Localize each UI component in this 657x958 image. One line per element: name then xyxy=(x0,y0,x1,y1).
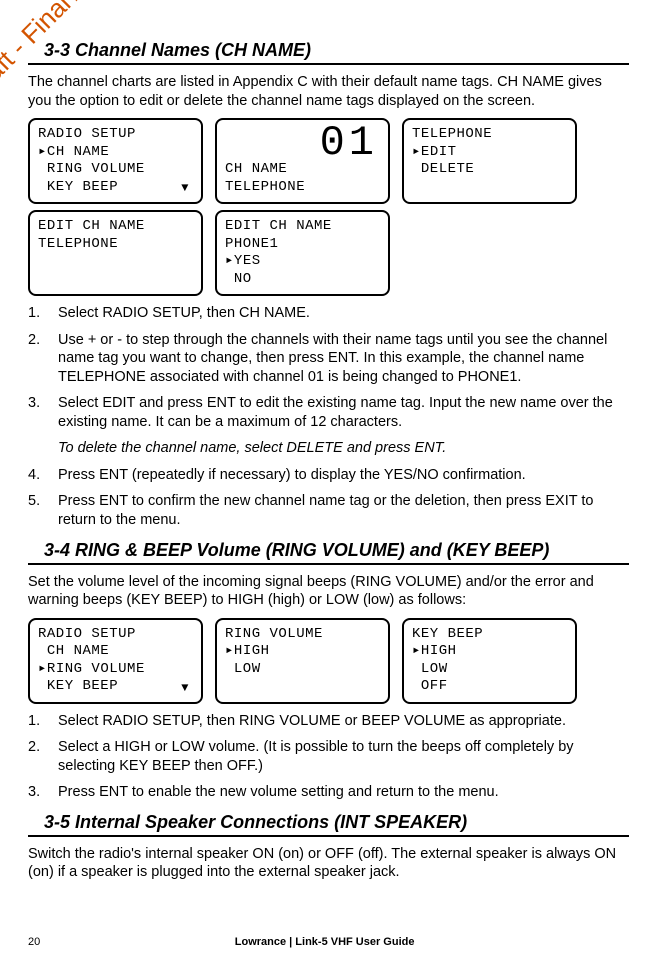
lcd-telephone-edit: TELEPHONE ▸EDIT DELETE xyxy=(402,118,577,204)
lcd-text: TELEPHONE ▸EDIT DELETE xyxy=(412,126,492,177)
step-item: 3.Press ENT to enable the new volume set… xyxy=(28,783,629,802)
intro-3-5: Switch the radio's internal speaker ON (… xyxy=(28,845,629,882)
lcd-edit-telephone: EDIT CH NAME TELEPHONE xyxy=(28,210,203,296)
section-heading-3-4: 3-4 RING & BEEP Volume (RING VOLUME) and… xyxy=(28,540,629,565)
lcd-text: CH NAME TELEPHONE xyxy=(225,161,305,196)
intro-3-4: Set the volume level of the incoming sig… xyxy=(28,573,629,610)
step-item: 1.Select RADIO SETUP, then CH NAME. xyxy=(28,304,629,323)
step-num: 2. xyxy=(28,738,58,775)
step-3-sub: To delete the channel name, select DELET… xyxy=(58,439,629,458)
step-text: Press ENT to enable the new volume setti… xyxy=(58,783,629,802)
lcd-edit-phone1: EDIT CH NAME PHONE1 ▸YES NO xyxy=(215,210,390,296)
footer-center: Lowrance | Link-5 VHF User Guide xyxy=(40,936,609,948)
intro-3-3: The channel charts are listed in Appendi… xyxy=(28,73,629,110)
step-num: 3. xyxy=(28,783,58,802)
step-item: 3.Select EDIT and press ENT to edit the … xyxy=(28,394,629,431)
lcd-text: EDIT CH NAME TELEPHONE xyxy=(38,218,145,252)
step-text: Select EDIT and press ENT to edit the ex… xyxy=(58,394,629,431)
step-num: 5. xyxy=(28,492,58,529)
step-num: 4. xyxy=(28,466,58,485)
lcd-row-1: RADIO SETUP ▸CH NAME RING VOLUME KEY BEE… xyxy=(28,118,629,204)
lcd-row-2: EDIT CH NAME TELEPHONE EDIT CH NAME PHON… xyxy=(28,210,629,296)
step-num: 1. xyxy=(28,304,58,323)
step-item: 4.Press ENT (repeatedly if necessary) to… xyxy=(28,466,629,485)
step-num: 2. xyxy=(28,331,58,387)
step-num: 3. xyxy=(28,394,58,431)
channel-number: 01 xyxy=(320,122,378,164)
lcd-ch-name-01: 01 CH NAME TELEPHONE xyxy=(215,118,390,204)
lcd-text: RADIO SETUP ▸CH NAME RING VOLUME KEY BEE… xyxy=(38,126,145,195)
lcd-text: KEY BEEP ▸HIGH LOW OFF xyxy=(412,626,483,695)
page-number: 20 xyxy=(28,936,40,948)
step-text: Select RADIO SETUP, then RING VOLUME or … xyxy=(58,712,629,731)
lcd-ring-volume: RING VOLUME ▸HIGH LOW xyxy=(215,618,390,704)
step-item: 2.Select a HIGH or LOW volume. (It is po… xyxy=(28,738,629,775)
steps-3-3-cont: 4.Press ENT (repeatedly if necessary) to… xyxy=(28,466,629,530)
down-arrow-icon: ▼ xyxy=(181,681,189,696)
step-item: 2.Use + or - to step through the channel… xyxy=(28,331,629,387)
lcd-row-3: RADIO SETUP CH NAME ▸RING VOLUME KEY BEE… xyxy=(28,618,629,704)
heading-text: 3-5 Internal Speaker Connections (INT SP… xyxy=(44,812,467,832)
down-arrow-icon: ▼ xyxy=(181,181,189,196)
step-item: 5.Press ENT to confirm the new channel n… xyxy=(28,492,629,529)
heading-text: 3-3 Channel Names (CH NAME) xyxy=(44,40,311,60)
step-item: 1.Select RADIO SETUP, then RING VOLUME o… xyxy=(28,712,629,731)
step-text: Press ENT to confirm the new channel nam… xyxy=(58,492,629,529)
step-text: Press ENT (repeatedly if necessary) to d… xyxy=(58,466,629,485)
lcd-key-beep: KEY BEEP ▸HIGH LOW OFF xyxy=(402,618,577,704)
step-text: Select a HIGH or LOW volume. (It is poss… xyxy=(58,738,629,775)
steps-3-3: 1.Select RADIO SETUP, then CH NAME. 2.Us… xyxy=(28,304,629,431)
section-heading-3-3: 3-3 Channel Names (CH NAME) xyxy=(28,40,629,65)
step-num: 1. xyxy=(28,712,58,731)
steps-3-4: 1.Select RADIO SETUP, then RING VOLUME o… xyxy=(28,712,629,802)
heading-text: 3-4 RING & BEEP Volume (RING VOLUME) and… xyxy=(44,540,549,560)
lcd-text: RING VOLUME ▸HIGH LOW xyxy=(225,626,323,677)
lcd-text: EDIT CH NAME PHONE1 ▸YES NO xyxy=(225,218,332,287)
step-text: Select RADIO SETUP, then CH NAME. xyxy=(58,304,629,323)
section-heading-3-5: 3-5 Internal Speaker Connections (INT SP… xyxy=(28,812,629,837)
lcd-radio-setup: RADIO SETUP ▸CH NAME RING VOLUME KEY BEE… xyxy=(28,118,203,204)
step-text: Use + or - to step through the channels … xyxy=(58,331,629,387)
lcd-radio-setup-2: RADIO SETUP CH NAME ▸RING VOLUME KEY BEE… xyxy=(28,618,203,704)
lcd-text: RADIO SETUP CH NAME ▸RING VOLUME KEY BEE… xyxy=(38,626,145,695)
footer: 20 Lowrance | Link-5 VHF User Guide xyxy=(28,936,629,948)
spacer xyxy=(609,936,629,948)
